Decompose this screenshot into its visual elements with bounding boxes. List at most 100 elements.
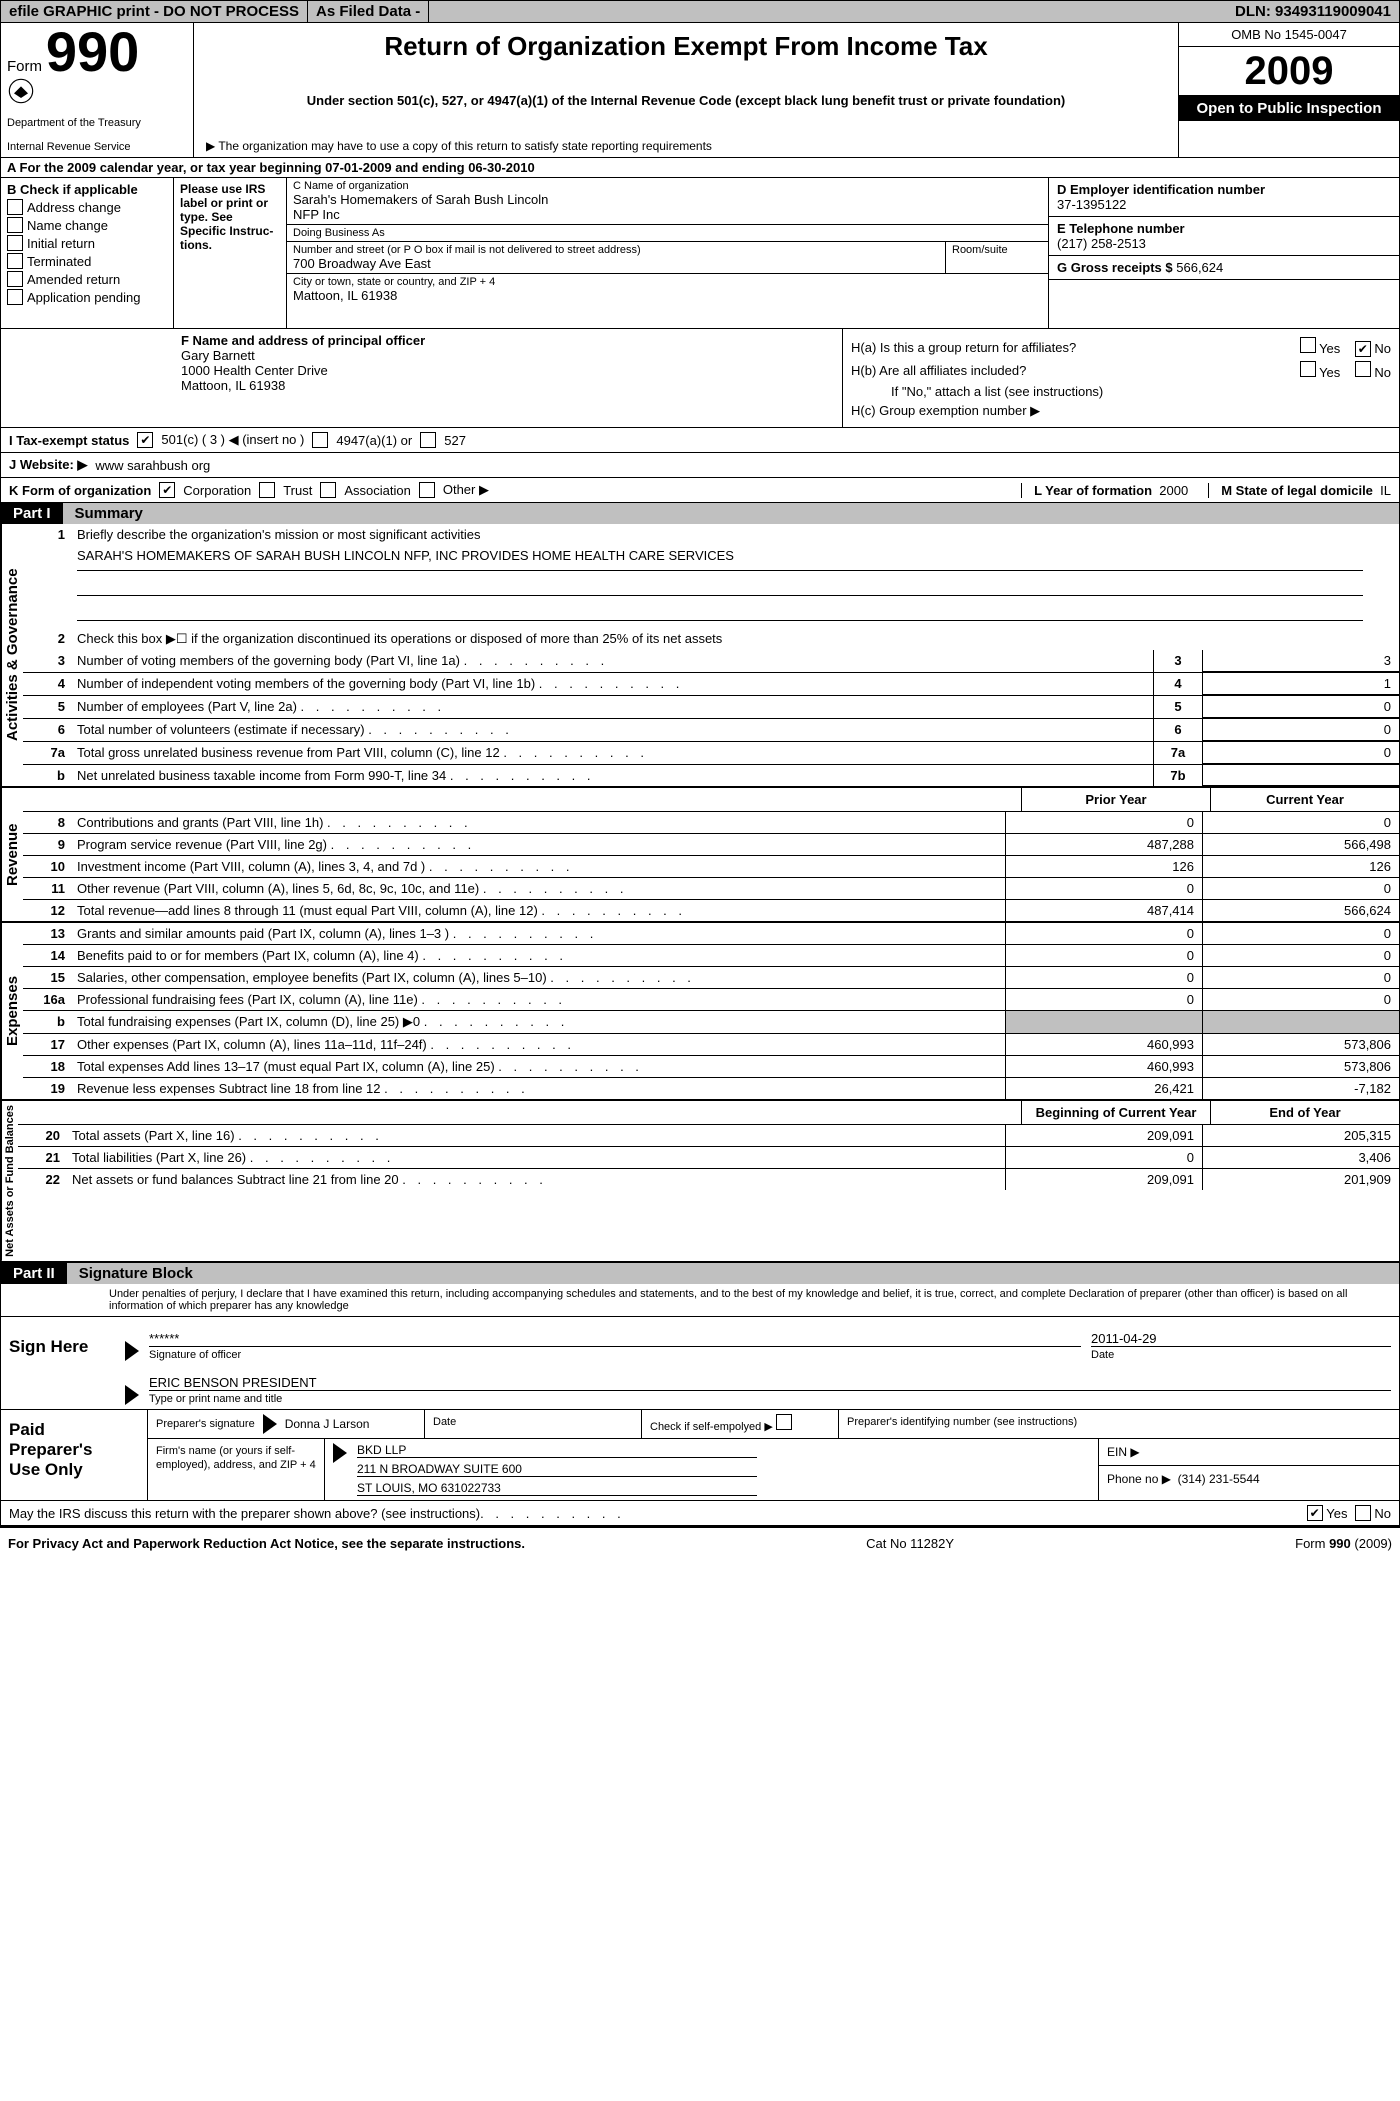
i-527-checkbox[interactable] — [420, 432, 436, 448]
hb-no-checkbox[interactable] — [1355, 361, 1371, 377]
section-f: F Name and address of principal officer … — [1, 329, 842, 427]
street-label: Number and street (or P O box if mail is… — [293, 244, 939, 256]
form-subtitle: Under section 501(c), 527, or 4947(a)(1)… — [200, 93, 1172, 108]
org-name-label: C Name of organization — [293, 180, 1042, 192]
city-value: Mattoon, IL 61938 — [293, 288, 495, 303]
dln-cell: DLN: 93493119009041 — [1227, 1, 1399, 22]
officer-sig-stars: ****** — [149, 1331, 1081, 1346]
section-b: B Check if applicable Address change Nam… — [1, 178, 174, 328]
line-k: K Form of organization ✔Corporation Trus… — [1, 478, 1399, 503]
tel-label: E Telephone number — [1057, 221, 1391, 236]
gov-line-1: 1 Briefly describe the organization's mi… — [23, 524, 1399, 628]
sig-date-value: 2011-04-29 — [1091, 1331, 1391, 1346]
fin-row: 18Total expenses Add lines 13–17 (must e… — [23, 1056, 1399, 1078]
hb-yes-checkbox[interactable] — [1300, 361, 1316, 377]
org-name-2: NFP Inc — [293, 207, 1042, 222]
tel-value: (217) 258-2513 — [1057, 236, 1391, 251]
vert-expenses: Expenses — [1, 923, 23, 1099]
k-assoc-checkbox[interactable] — [320, 482, 336, 498]
ein-block: D Employer identification number 37-1395… — [1049, 178, 1399, 217]
fin-row: 14Benefits paid to or for members (Part … — [23, 945, 1399, 967]
gov-row: 4Number of independent voting members of… — [23, 673, 1399, 696]
expense-rows: 13Grants and similar amounts paid (Part … — [23, 923, 1399, 1099]
fin-row: 8Contributions and grants (Part VIII, li… — [23, 812, 1399, 834]
k-corp-checkbox[interactable]: ✔ — [159, 482, 175, 498]
discuss-yes-checkbox[interactable]: ✔ — [1307, 1505, 1323, 1521]
fin-row: 15Salaries, other compensation, employee… — [23, 967, 1399, 989]
firm-arrow-icon — [333, 1443, 347, 1463]
fin-row: 16aProfessional fundraising fees (Part I… — [23, 989, 1399, 1011]
preparer-label: Paid Preparer's Use Only — [1, 1410, 147, 1500]
ein-label: D Employer identification number — [1057, 182, 1391, 197]
d-blank — [1049, 280, 1399, 328]
section-d: D Employer identification number 37-1395… — [1048, 178, 1399, 328]
discuss-line: May the IRS discuss this return with the… — [1, 1501, 1399, 1527]
k-trust-checkbox[interactable] — [259, 482, 275, 498]
gov-line-2: 2 Check this box ▶☐ if the organization … — [23, 628, 1399, 650]
type-name-label: Type or print name and title — [149, 1390, 1391, 1405]
ha-yes-checkbox[interactable] — [1300, 337, 1316, 353]
section-revenue: Revenue Prior Year Current Year 8Contrib… — [1, 788, 1399, 923]
chk-terminated[interactable]: Terminated — [7, 253, 167, 269]
i-501c-text: 501(c) ( 3 ) ◀ (insert no ) — [161, 432, 304, 448]
section-c: C Name of organization Sarah's Homemaker… — [287, 178, 1048, 328]
firm-name: BKD LLP — [357, 1443, 757, 1458]
prep-arrow-icon — [263, 1414, 277, 1434]
line-k-label: K Form of organization — [9, 483, 151, 498]
ha-no-checkbox[interactable]: ✔ — [1355, 341, 1371, 357]
header-right: OMB No 1545-0047 2009 Open to Public Ins… — [1179, 23, 1399, 157]
org-name-1: Sarah's Homemakers of Sarah Bush Lincoln — [293, 192, 1042, 207]
chk-initial-return[interactable]: Initial return — [7, 235, 167, 251]
fin-row: 10Investment income (Part VIII, column (… — [23, 856, 1399, 878]
section-expenses: Expenses 13Grants and similar amounts pa… — [1, 923, 1399, 1101]
firm-addr2: ST LOUIS, MO 631022733 — [357, 1481, 757, 1496]
col-prior-year: Prior Year — [1021, 788, 1210, 811]
gov-row: 6Total number of volunteers (estimate if… — [23, 719, 1399, 742]
officer-name: Gary Barnett — [181, 348, 830, 363]
sign-arrow-icon-2 — [125, 1385, 139, 1405]
discuss-question: May the IRS discuss this return with the… — [9, 1506, 480, 1521]
form-container: Form 990 Department of the Treasury Inte… — [0, 23, 1400, 1528]
i-501c-checkbox[interactable]: ✔ — [137, 432, 153, 448]
gross-value: 566,624 — [1176, 260, 1223, 275]
vert-revenue: Revenue — [1, 788, 23, 921]
i-527-text: 527 — [444, 433, 466, 448]
i-4947-text: 4947(a)(1) or — [336, 433, 412, 448]
section-b-header: B Check if applicable — [7, 182, 167, 197]
gov-row: 7aTotal gross unrelated business revenue… — [23, 742, 1399, 765]
gov-row: 3Number of voting members of the governi… — [23, 650, 1399, 673]
prep-self-cell: Check if self-empolyed ▶ — [641, 1410, 838, 1438]
i-4947-checkbox[interactable] — [312, 432, 328, 448]
tel-block: E Telephone number (217) 258-2513 — [1049, 217, 1399, 256]
fin-row: 17Other expenses (Part IX, column (A), l… — [23, 1034, 1399, 1056]
discuss-no-checkbox[interactable] — [1355, 1505, 1371, 1521]
h-b: H(b) Are all affiliates included? Yes No — [851, 361, 1391, 380]
as-filed-label: As Filed Data - — [308, 1, 429, 22]
irs-label: Internal Revenue Service — [7, 141, 187, 153]
col-eoy: End of Year — [1210, 1101, 1399, 1124]
chk-amended[interactable]: Amended return — [7, 271, 167, 287]
website-value: www sarahbush org — [95, 458, 210, 473]
preparer-row-1: Preparer's signature Donna J Larson Date… — [147, 1410, 1399, 1439]
f-label: F Name and address of principal officer — [181, 333, 425, 348]
form-note: ▶ The organization may have to use a cop… — [200, 139, 1172, 153]
city-row: City or town, state or country, and ZIP … — [287, 274, 1048, 328]
k-other-checkbox[interactable] — [419, 482, 435, 498]
open-inspection: Open to Public Inspection — [1179, 96, 1399, 121]
prep-phone: Phone no ▶ (314) 231-5544 — [1099, 1466, 1399, 1492]
dln-value: 93493119009041 — [1275, 3, 1391, 20]
self-employed-checkbox[interactable] — [776, 1414, 792, 1430]
chk-pending[interactable]: Application pending — [7, 289, 167, 305]
prep-id-cell: Preparer's identifying number (see instr… — [838, 1410, 1399, 1438]
dba-row: Doing Business As — [287, 225, 1048, 242]
col-current-year: Current Year — [1210, 788, 1399, 811]
mission-blank-2 — [77, 596, 1363, 621]
section-h: H(a) Is this a group return for affiliat… — [842, 329, 1399, 427]
prep-name: Donna J Larson — [285, 1417, 370, 1431]
fin-row: 9Program service revenue (Part VIII, lin… — [23, 834, 1399, 856]
chk-name-change[interactable]: Name change — [7, 217, 167, 233]
gross-block: G Gross receipts $ 566,624 — [1049, 256, 1399, 280]
preparer-block: Paid Preparer's Use Only Preparer's sign… — [1, 1410, 1399, 1501]
chk-address-change[interactable]: Address change — [7, 199, 167, 215]
fin-row: 21Total liabilities (Part X, line 26) 03… — [18, 1147, 1399, 1169]
